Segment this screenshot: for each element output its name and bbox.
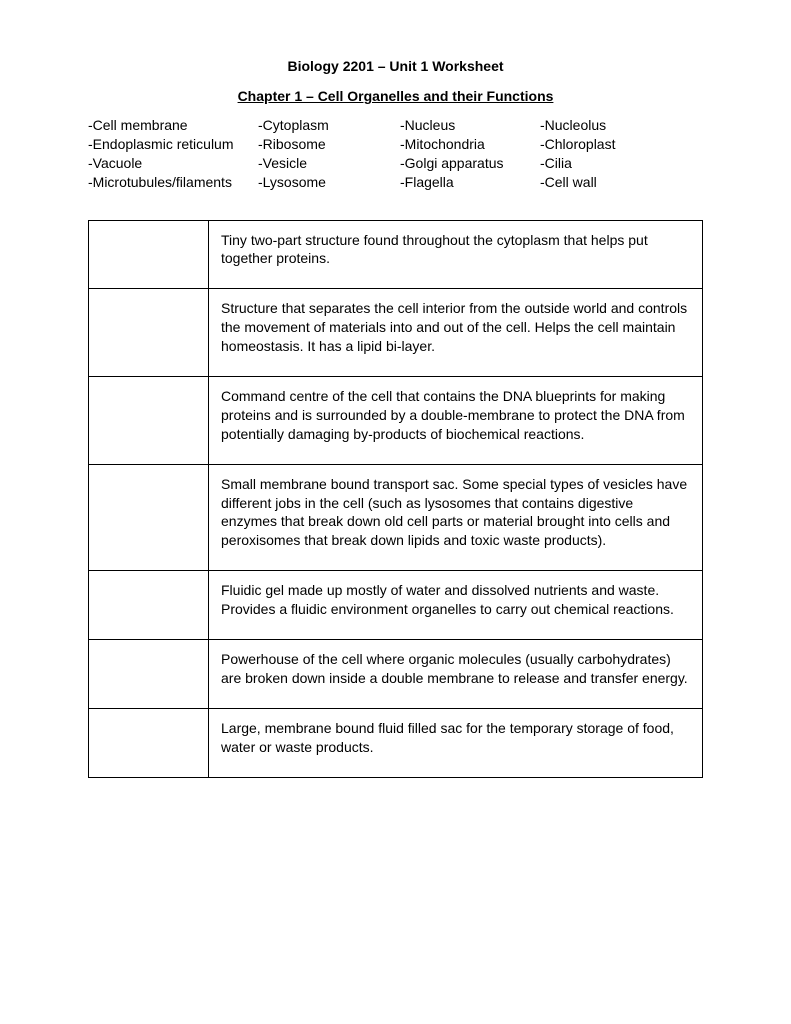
description-cell: Powerhouse of the cell where organic mol… <box>209 640 703 709</box>
worksheet-title: Biology 2201 – Unit 1 Worksheet <box>88 58 703 74</box>
answer-cell[interactable] <box>89 640 209 709</box>
answer-cell[interactable] <box>89 571 209 640</box>
term-item: -Mitochondria <box>400 135 540 154</box>
term-item: -Cell membrane <box>88 116 258 135</box>
term-item: -Flagella <box>400 173 540 192</box>
description-cell: Command centre of the cell that contains… <box>209 377 703 465</box>
term-item: -Nucleolus <box>540 116 703 135</box>
table-row: Command centre of the cell that contains… <box>89 377 703 465</box>
description-cell: Tiny two-part structure found throughout… <box>209 220 703 289</box>
term-item: -Vesicle <box>258 154 400 173</box>
terms-column-1: -Cell membrane -Endoplasmic reticulum -V… <box>88 116 258 192</box>
description-cell: Fluidic gel made up mostly of water and … <box>209 571 703 640</box>
term-item: -Vacuole <box>88 154 258 173</box>
description-cell: Structure that separates the cell interi… <box>209 289 703 377</box>
table-row: Large, membrane bound fluid filled sac f… <box>89 708 703 777</box>
term-item: -Endoplasmic reticulum <box>88 135 258 154</box>
term-item: -Cytoplasm <box>258 116 400 135</box>
terms-column-3: -Nucleus -Mitochondria -Golgi apparatus … <box>400 116 540 192</box>
table-row: Structure that separates the cell interi… <box>89 289 703 377</box>
table-row: Powerhouse of the cell where organic mol… <box>89 640 703 709</box>
table-row: Tiny two-part structure found throughout… <box>89 220 703 289</box>
answer-cell[interactable] <box>89 289 209 377</box>
worksheet-subtitle: Chapter 1 – Cell Organelles and their Fu… <box>88 88 703 104</box>
table-row: Fluidic gel made up mostly of water and … <box>89 571 703 640</box>
term-item: -Ribosome <box>258 135 400 154</box>
description-cell: Small membrane bound transport sac. Some… <box>209 464 703 571</box>
term-item: -Lysosome <box>258 173 400 192</box>
answer-cell[interactable] <box>89 377 209 465</box>
table-row: Small membrane bound transport sac. Some… <box>89 464 703 571</box>
terms-column-2: -Cytoplasm -Ribosome -Vesicle -Lysosome <box>258 116 400 192</box>
answer-cell[interactable] <box>89 220 209 289</box>
term-item: -Microtubules/filaments <box>88 173 258 192</box>
terms-list: -Cell membrane -Endoplasmic reticulum -V… <box>88 116 703 192</box>
term-item: -Chloroplast <box>540 135 703 154</box>
term-item: -Nucleus <box>400 116 540 135</box>
term-item: -Cilia <box>540 154 703 173</box>
description-cell: Large, membrane bound fluid filled sac f… <box>209 708 703 777</box>
worksheet-table: Tiny two-part structure found throughout… <box>88 220 703 778</box>
answer-cell[interactable] <box>89 464 209 571</box>
term-item: -Cell wall <box>540 173 703 192</box>
terms-column-4: -Nucleolus -Chloroplast -Cilia -Cell wal… <box>540 116 703 192</box>
answer-cell[interactable] <box>89 708 209 777</box>
term-item: -Golgi apparatus <box>400 154 540 173</box>
